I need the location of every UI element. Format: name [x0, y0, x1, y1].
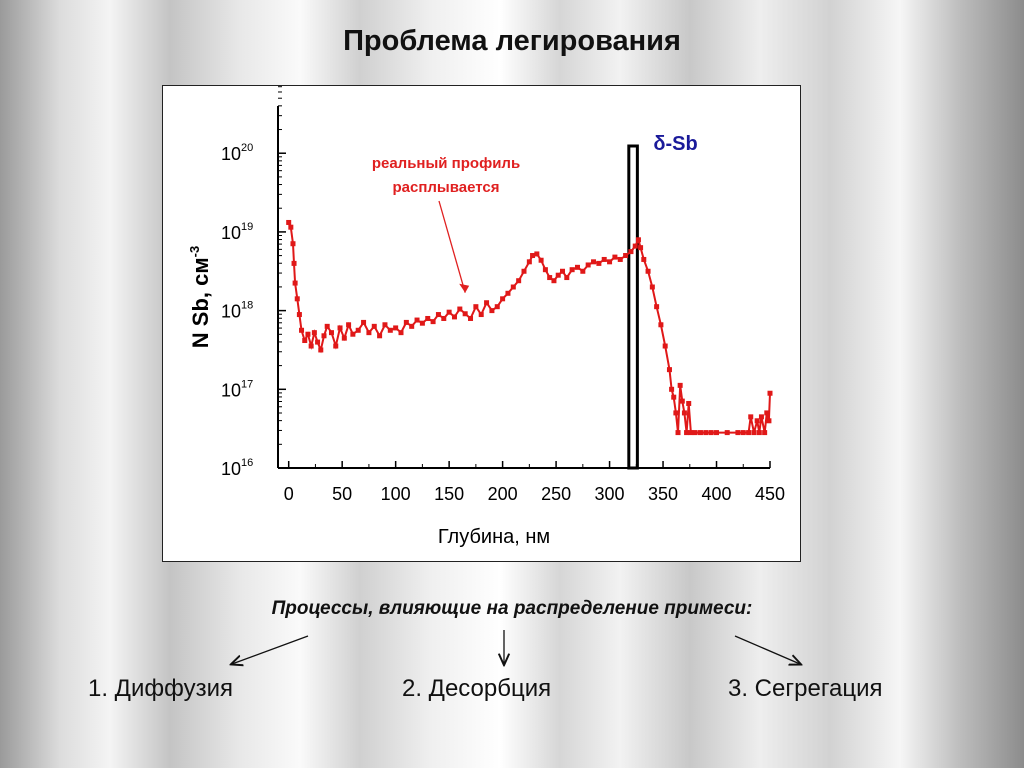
annotation-line2: расплывается: [393, 179, 500, 196]
profile-line: [287, 222, 771, 434]
annotation-line1: реальный профиль: [372, 155, 520, 172]
y-tick-exponent: 18: [241, 300, 253, 312]
delta-layer-box: [627, 144, 639, 470]
data-point: [286, 219, 292, 225]
x-tick-label: 400: [701, 484, 731, 504]
x-tick-label: 200: [488, 484, 518, 504]
x-tick-label: 300: [595, 484, 625, 504]
x-axis-label: Глубина, нм: [438, 526, 550, 548]
delta-layer-label: δ-Sb: [653, 133, 697, 155]
y-axis-label-exponent: -3: [187, 246, 202, 258]
x-tick-label: 150: [434, 484, 464, 504]
chart-frame: 0 50 100 150 200 250 300 350 400 450 1016 1017 1018 1…: [162, 85, 801, 562]
y-tick-exponent: 16: [241, 457, 253, 469]
y-tick-exponent: 17: [241, 378, 253, 390]
process-desorption: 2. Десорбция: [402, 675, 552, 702]
process-segregation: 3. Сегрегация: [728, 675, 883, 702]
x-tick-label: 50: [332, 484, 352, 504]
chart: 0 50 100 150 200 250 300 350 400 4501016101710181…: [187, 86, 785, 548]
process-diffusion: 1. Диффузия: [88, 675, 233, 702]
processes-heading: Процессы, влияющие на распределение прим…: [271, 598, 753, 619]
annotation-arrow: [438, 200, 466, 293]
arrow-to-segregation: [734, 635, 800, 664]
x-tick-label: 0: [284, 484, 294, 504]
y-axis-label: N Sb, см-3: [187, 246, 213, 348]
arrow-to-diffusion: [232, 635, 309, 664]
y-tick-exponent: 20: [241, 142, 253, 154]
x-tick-label: 100: [381, 484, 411, 504]
slide-title: Проблема легирования: [343, 25, 681, 57]
annotation-arrowhead: [459, 283, 470, 293]
x-tick-label: 250: [541, 484, 571, 504]
x-tick-label: 450: [755, 484, 785, 504]
y-tick-exponent: 19: [241, 221, 253, 233]
x-tick-label: 350: [648, 484, 678, 504]
